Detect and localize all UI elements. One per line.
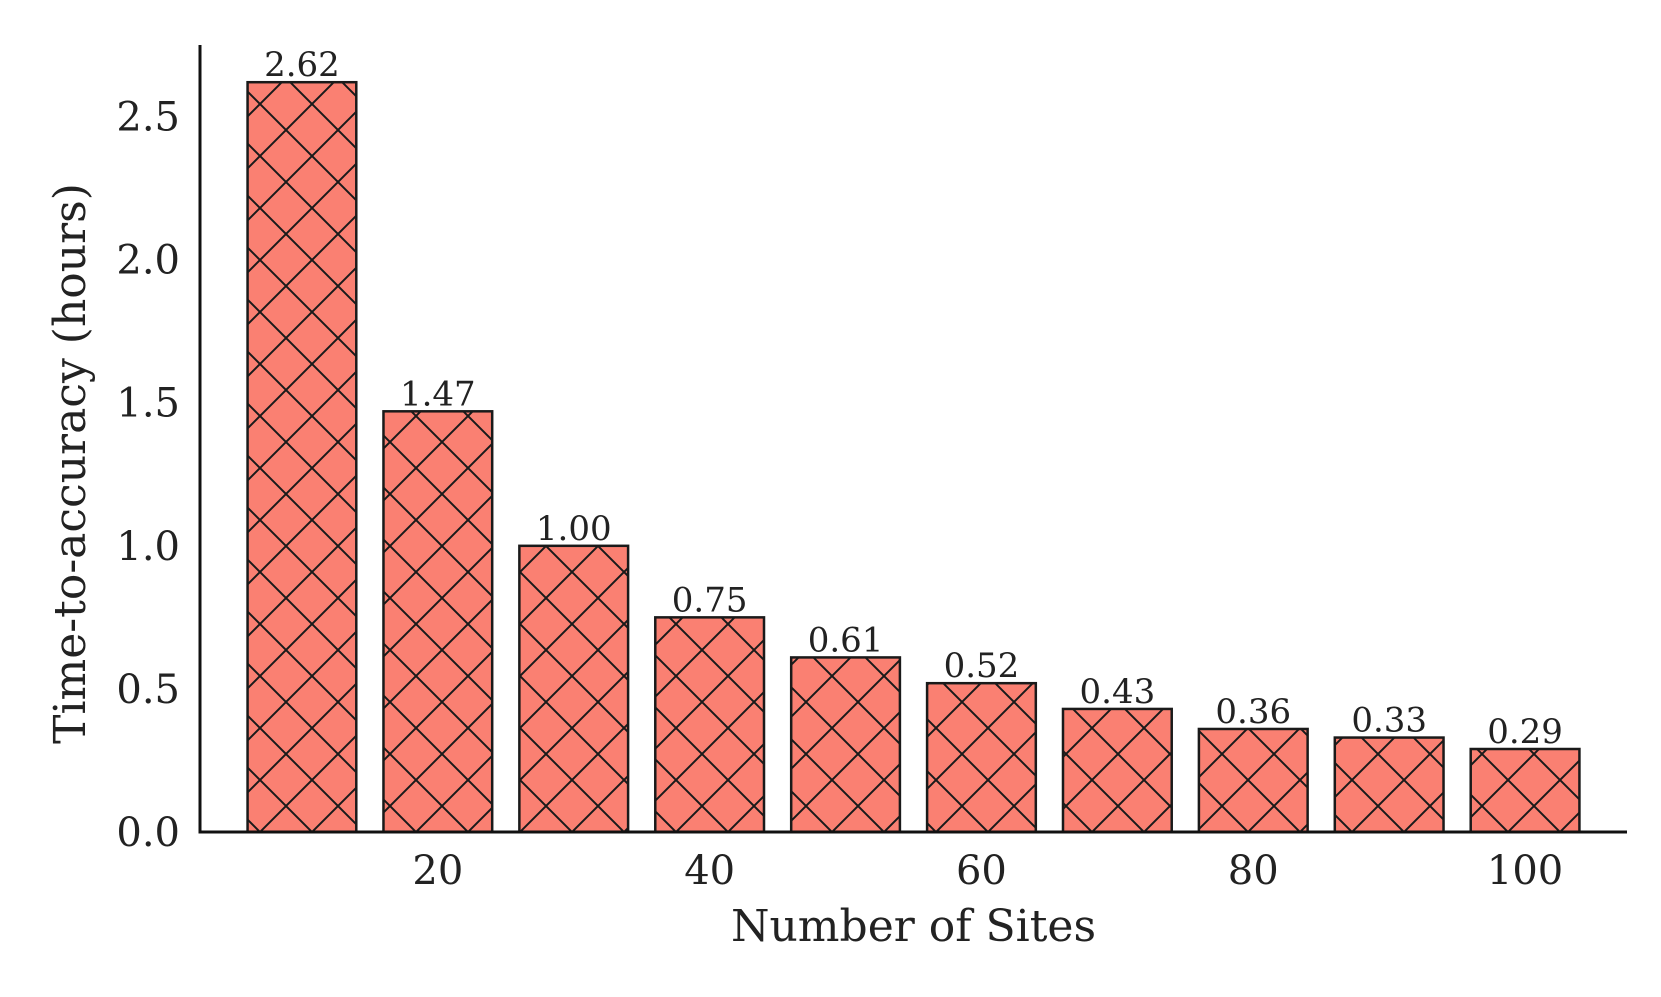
bar-hatch-90 xyxy=(1333,736,1445,834)
bar-value-label: 0.33 xyxy=(1351,701,1427,741)
y-tick-label: 0.0 xyxy=(116,810,180,856)
axes xyxy=(198,45,1627,834)
bar-hatch-20 xyxy=(382,410,494,834)
bar-value-label: 1.47 xyxy=(400,374,476,414)
bar-value-label: 0.43 xyxy=(1080,672,1156,712)
bar-hatch-10 xyxy=(246,80,358,834)
bar-hatch-80 xyxy=(1197,727,1309,834)
bar-value-label: 0.29 xyxy=(1487,712,1563,752)
y-tick-labels: 0.0 0.5 1.0 1.5 2.0 2.5 xyxy=(116,95,180,856)
bars xyxy=(246,80,1581,834)
bar-value-label: 2.62 xyxy=(264,45,340,85)
bar-hatch-30 xyxy=(518,544,630,834)
bar-value-label: 0.36 xyxy=(1215,692,1291,732)
bar-data-labels: 2.62 1.47 1.00 0.75 0.61 0.52 0.43 0.36 0.33 0.29 xyxy=(264,45,1563,752)
x-tick-label: 60 xyxy=(956,848,1007,894)
y-tick-label: 2.0 xyxy=(116,238,180,284)
bar-hatch-50 xyxy=(789,656,902,834)
x-tick-label: 20 xyxy=(412,848,463,894)
bar-hatch-60 xyxy=(925,681,1038,834)
y-tick-label: 1.0 xyxy=(116,524,180,570)
y-tick-label: 1.5 xyxy=(116,381,180,427)
x-tick-label: 40 xyxy=(684,848,735,894)
bar-value-label: 0.61 xyxy=(808,620,884,660)
bar-hatch-40 xyxy=(654,616,766,834)
x-tick-label: 100 xyxy=(1487,848,1563,894)
y-axis-title: Time-to-accuracy (hours) xyxy=(45,183,96,744)
x-tick-label: 80 xyxy=(1228,848,1279,894)
y-tick-label: 2.5 xyxy=(116,95,180,141)
bar-hatch-70 xyxy=(1061,707,1173,834)
bar-hatch-100 xyxy=(1469,747,1581,834)
y-tick-label: 0.5 xyxy=(116,667,180,713)
bar-value-label: 0.75 xyxy=(672,580,748,620)
x-axis-title: Number of Sites xyxy=(731,901,1096,952)
x-tick-labels: 20 40 60 80 100 xyxy=(412,848,1563,894)
bar-value-label: 0.52 xyxy=(944,646,1020,686)
bar-value-label: 1.00 xyxy=(536,509,612,549)
